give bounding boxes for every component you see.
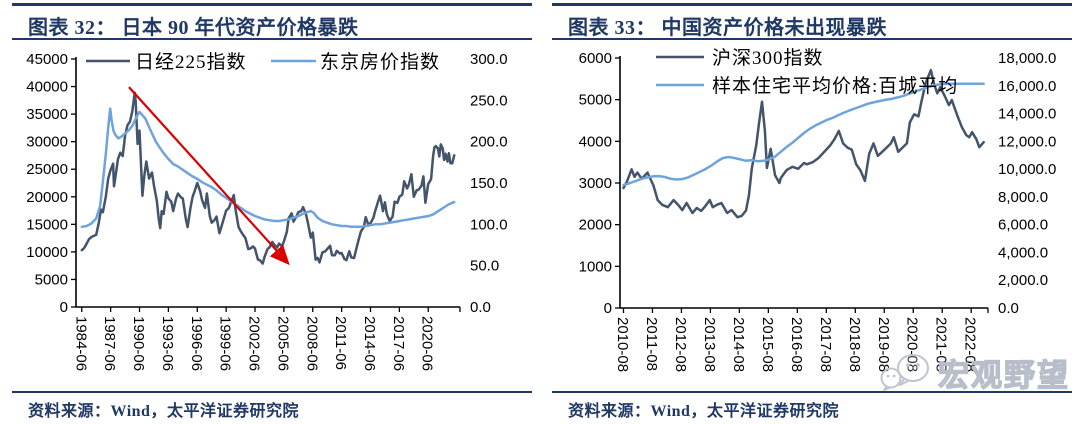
svg-text:2013-08: 2013-08 <box>701 317 718 372</box>
svg-text:2012-08: 2012-08 <box>672 317 689 372</box>
svg-text:2010-08: 2010-08 <box>614 317 631 372</box>
svg-text:10000: 10000 <box>26 244 68 261</box>
svg-text:1987-06: 1987-06 <box>101 316 118 371</box>
svg-text:2015-08: 2015-08 <box>759 317 776 372</box>
svg-text:1996-06: 1996-06 <box>188 316 205 371</box>
svg-text:2014-06: 2014-06 <box>361 316 378 371</box>
svg-text:2018-08: 2018-08 <box>846 317 863 372</box>
svg-text:100.0: 100.0 <box>470 216 508 233</box>
svg-text:14,000.0: 14,000.0 <box>998 106 1056 123</box>
svg-text:样本住宅平均价格:百城平均: 样本住宅平均价格:百城平均 <box>712 75 958 97</box>
svg-text:6000: 6000 <box>579 50 612 67</box>
svg-text:8,000.0: 8,000.0 <box>998 189 1048 206</box>
figure-title-japan: 图表 32： 日本 90 年代资产价格暴跌 <box>28 17 359 39</box>
svg-text:5000: 5000 <box>35 271 68 288</box>
japan-asset-price-chart: 45000 40000 35000 30000 25000 20000 15000 10000… <box>26 51 508 371</box>
svg-text:2005-06: 2005-06 <box>274 316 291 371</box>
svg-text:日经225指数: 日经225指数 <box>135 51 247 73</box>
figure-panel-china: 图表 33： 中国资产价格未出现暴跌 6000 5000 4000 3000 2000 1… <box>552 0 1072 424</box>
title-underline <box>552 38 1072 40</box>
svg-text:1000: 1000 <box>579 258 612 275</box>
svg-text:1984-06: 1984-06 <box>72 316 89 371</box>
svg-text:2002-06: 2002-06 <box>246 316 263 371</box>
svg-text:50.0: 50.0 <box>470 258 499 275</box>
svg-text:1999-06: 1999-06 <box>217 316 234 371</box>
svg-text:20000: 20000 <box>26 189 68 206</box>
svg-text:4000: 4000 <box>579 133 612 150</box>
svg-text:18,000.0: 18,000.0 <box>998 50 1056 67</box>
svg-text:1990-06: 1990-06 <box>130 316 147 371</box>
svg-text:35000: 35000 <box>26 106 68 123</box>
svg-text:5000: 5000 <box>579 92 612 109</box>
title-underline <box>12 38 532 40</box>
svg-text:15000: 15000 <box>26 216 68 233</box>
svg-text:东京房价指数: 东京房价指数 <box>320 51 440 73</box>
svg-text:25000: 25000 <box>26 161 68 178</box>
svg-text:16,000.0: 16,000.0 <box>998 78 1056 95</box>
svg-text:45000: 45000 <box>26 51 68 68</box>
svg-text:2011-06: 2011-06 <box>332 316 349 370</box>
svg-text:2016-08: 2016-08 <box>788 317 805 372</box>
svg-text:2011-08: 2011-08 <box>643 317 660 371</box>
svg-text:3000: 3000 <box>579 175 612 192</box>
svg-text:4,000.0: 4,000.0 <box>998 244 1048 261</box>
svg-text:6,000.0: 6,000.0 <box>998 217 1048 234</box>
watermark: 宏观野望 <box>878 350 1080 394</box>
wechat-bubbles-logo-icon <box>880 354 929 391</box>
svg-text:200.0: 200.0 <box>470 134 508 151</box>
svg-text:2020-08: 2020-08 <box>904 317 921 372</box>
svg-text:2020-06: 2020-06 <box>419 316 436 371</box>
svg-text:0: 0 <box>604 300 612 317</box>
figure-title-china: 图表 33： 中国资产价格未出现暴跌 <box>568 17 887 39</box>
source-note-china: 资料来源：Wind，太平洋证券研究院 <box>568 403 839 420</box>
svg-text:10,000.0: 10,000.0 <box>998 161 1056 178</box>
svg-text:0: 0 <box>60 299 68 316</box>
watermark-text: 宏观野望 <box>937 357 1070 393</box>
panel-bottom-rule <box>12 391 532 393</box>
source-note-japan: 资料来源：Wind，太平洋证券研究院 <box>28 403 299 420</box>
svg-text:2014-08: 2014-08 <box>730 317 747 372</box>
panel-top-rule <box>552 3 1072 6</box>
svg-text:2019-08: 2019-08 <box>875 317 892 372</box>
svg-text:2017-08: 2017-08 <box>817 317 834 372</box>
svg-text:沪深300指数: 沪深300指数 <box>712 47 824 69</box>
svg-text:2,000.0: 2,000.0 <box>998 272 1048 289</box>
svg-text:2022-08: 2022-08 <box>962 317 979 372</box>
china-asset-price-chart: 6000 5000 4000 3000 2000 1000 0 18,000.0 16,000.… <box>579 47 1057 372</box>
panel-top-rule <box>12 3 532 6</box>
svg-text:30000: 30000 <box>26 134 68 151</box>
figure-panel-japan: 图表 32： 日本 90 年代资产价格暴跌 45000 40000 35000 300… <box>12 0 532 424</box>
svg-text:0.0: 0.0 <box>470 299 491 316</box>
svg-text:2000: 2000 <box>579 217 612 234</box>
svg-text:2017-06: 2017-06 <box>390 316 407 371</box>
svg-text:150.0: 150.0 <box>470 175 508 192</box>
svg-text:12,000.0: 12,000.0 <box>998 133 1056 150</box>
svg-text:250.0: 250.0 <box>470 92 508 109</box>
panel-bottom-rule <box>552 391 1072 393</box>
svg-text:2008-06: 2008-06 <box>303 316 320 371</box>
svg-text:300.0: 300.0 <box>470 51 508 68</box>
svg-text:1993-06: 1993-06 <box>159 316 176 371</box>
svg-text:0.0: 0.0 <box>998 300 1019 317</box>
svg-text:2021-08: 2021-08 <box>933 317 950 372</box>
svg-text:40000: 40000 <box>26 79 68 96</box>
